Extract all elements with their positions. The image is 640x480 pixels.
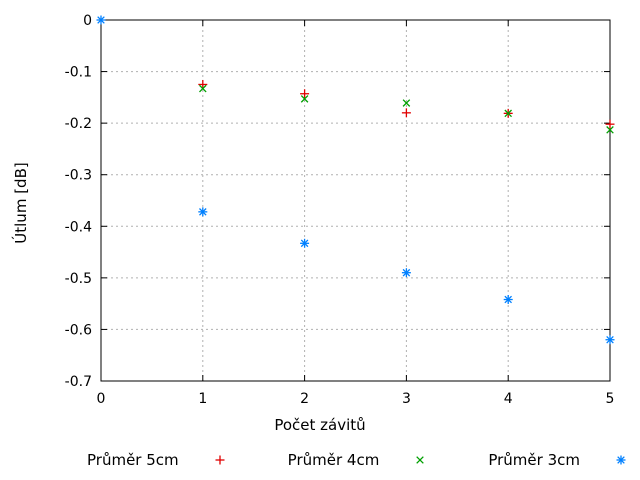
x-tick-label: 3 bbox=[402, 391, 411, 407]
data-point-marker bbox=[402, 99, 411, 107]
data-point-marker bbox=[198, 207, 208, 217]
y-axis-label: Útlum [dB] bbox=[12, 162, 30, 244]
legend-item-prumer-3cm: Průměr 3cm bbox=[488, 451, 628, 469]
data-point-marker bbox=[199, 84, 207, 93]
plus-marker-icon bbox=[215, 455, 225, 465]
data-point-marker bbox=[198, 79, 208, 89]
data-point-marker bbox=[300, 89, 310, 99]
legend-marker-glyph bbox=[616, 455, 626, 465]
legend-marker-glyph bbox=[416, 456, 425, 464]
legend-label-prumer-4cm: Průměr 4cm bbox=[287, 451, 380, 469]
x-axis-label: Počet závitů bbox=[274, 416, 366, 434]
y-tick-label: -0.6 bbox=[65, 322, 92, 338]
data-point-marker bbox=[401, 268, 411, 278]
data-point-marker bbox=[300, 238, 310, 248]
y-tick-label: -0.2 bbox=[65, 116, 92, 132]
y-tick-label: -0.3 bbox=[65, 168, 92, 184]
data-point-marker bbox=[401, 108, 411, 118]
data-point-marker bbox=[504, 109, 512, 118]
x-tick-label: 4 bbox=[504, 391, 513, 407]
data-point-marker bbox=[96, 15, 106, 25]
x-tick-label: 1 bbox=[198, 391, 207, 407]
x-tick-label: 0 bbox=[97, 391, 106, 407]
y-tick-label: -0.5 bbox=[65, 271, 92, 287]
data-point-marker bbox=[503, 295, 513, 305]
y-tick-label: -0.1 bbox=[65, 65, 92, 81]
data-point-marker bbox=[605, 335, 615, 345]
x-tick-label: 5 bbox=[606, 391, 615, 407]
y-tick-label: -0.4 bbox=[65, 219, 92, 235]
legend: Průměr 5cm Průměr 4cm Průměr 3cm bbox=[87, 451, 628, 469]
legend-item-prumer-4cm: Průměr 4cm bbox=[288, 451, 428, 469]
legend-label-prumer-3cm: Průměr 3cm bbox=[488, 451, 580, 469]
data-point-marker bbox=[300, 95, 309, 103]
cross-marker-icon bbox=[416, 456, 425, 464]
legend-label-prumer-5cm: Průměr 5cm bbox=[87, 451, 179, 469]
data-point-marker bbox=[605, 119, 615, 129]
y-tick-label: -0.7 bbox=[65, 374, 92, 390]
plot-border bbox=[100, 19, 611, 382]
legend-marker-glyph bbox=[215, 455, 225, 465]
asterisk-marker-icon bbox=[616, 455, 626, 465]
y-tick-label: 0 bbox=[83, 13, 92, 29]
x-tick-label: 2 bbox=[300, 391, 309, 407]
data-point-marker bbox=[606, 126, 614, 134]
legend-item-prumer-5cm: Průměr 5cm bbox=[87, 451, 227, 469]
